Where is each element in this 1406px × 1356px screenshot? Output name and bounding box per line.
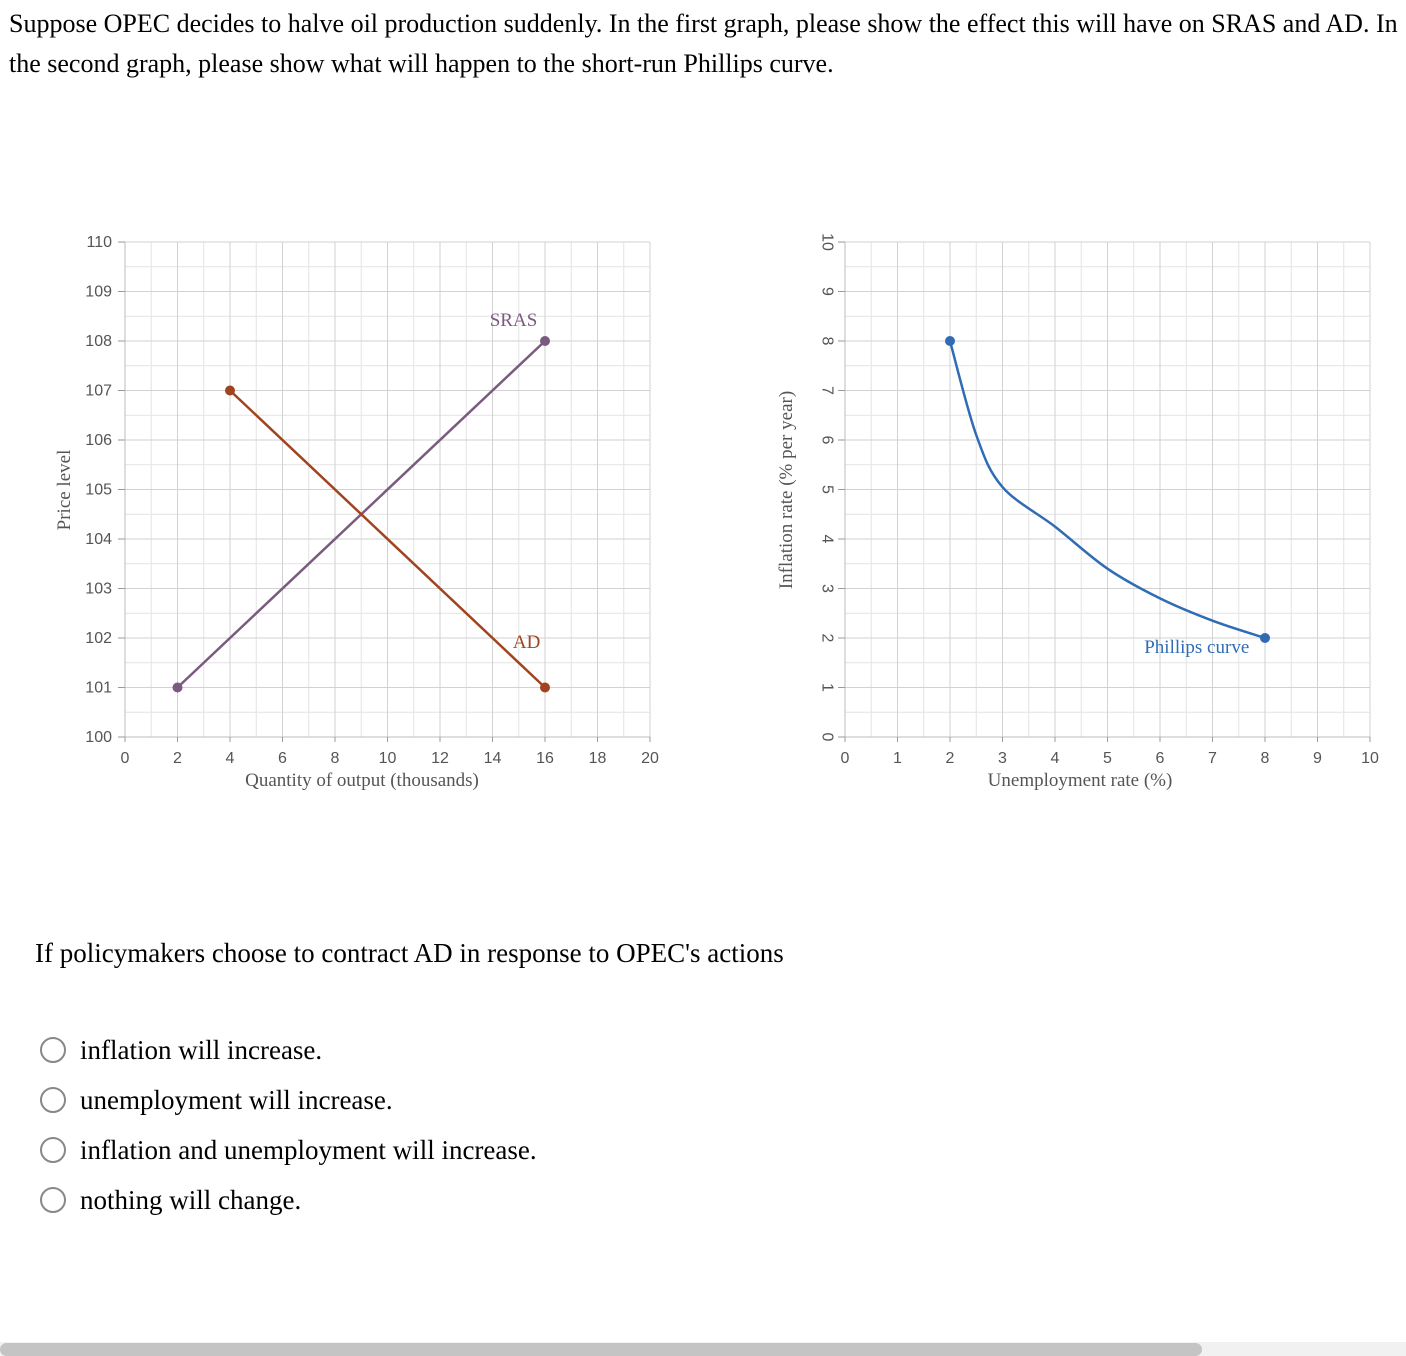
y-tick-label: 107	[85, 383, 112, 400]
option-both-increase[interactable]: inflation and unemployment will increase…	[38, 1125, 537, 1175]
x-tick-label: 6	[278, 750, 287, 767]
y-tick-label: 7	[819, 386, 836, 395]
x-tick-label: 6	[1156, 750, 1165, 767]
curve-handle[interactable]	[172, 682, 183, 693]
radio-button[interactable]	[40, 1137, 66, 1163]
y-tick-label: 102	[85, 630, 112, 647]
y-tick-label: 108	[85, 333, 112, 350]
x-tick-label: 10	[379, 750, 397, 767]
y-tick-label: 3	[819, 584, 836, 593]
curve-line[interactable]	[948, 340, 1266, 640]
y-tick-label: 2	[819, 634, 836, 643]
curve-handle[interactable]	[540, 336, 550, 346]
y-tick-label: 1	[819, 683, 836, 692]
grid	[124, 241, 651, 738]
option-nothing-change[interactable]: nothing will change.	[38, 1175, 537, 1225]
prompt-text: If policymakers choose to contract AD in…	[35, 938, 784, 968]
x-tick-label: 0	[841, 750, 850, 767]
x-tick-label: 8	[1261, 750, 1270, 767]
x-tick-label: 5	[1103, 750, 1112, 767]
grid	[844, 241, 1371, 738]
sras-ad-chart[interactable]: 100 101 102 103 104 105 106 107 108 109 110 0 2 4 6 8 10…	[0, 0, 700, 860]
x-tick-label: 14	[484, 750, 502, 767]
x-tick-label: 0	[121, 750, 130, 767]
series-phillips-curve[interactable]: Phillips curve	[945, 336, 1270, 658]
y-tick-label: 103	[85, 581, 112, 598]
y-tick-label: 100	[85, 729, 112, 746]
y-axis-title: Price level	[54, 450, 75, 531]
x-tick-label: 8	[331, 750, 340, 767]
x-axis-title: Quantity of output (thousands)	[245, 770, 479, 791]
x-tick-label: 2	[946, 750, 955, 767]
curve-label: Phillips curve	[1144, 637, 1249, 658]
series-ad[interactable]: AD	[225, 385, 550, 693]
curve-label: SRAS	[490, 310, 538, 331]
x-tick-label: 4	[1051, 750, 1060, 767]
y-tick-label: 104	[85, 531, 112, 548]
y-tick-label: 6	[819, 436, 836, 445]
x-tick-label: 18	[589, 750, 607, 767]
y-tick-label: 101	[85, 680, 112, 697]
option-label: inflation will increase.	[80, 1034, 323, 1065]
y-tick-label: 4	[819, 535, 836, 544]
curve-handle[interactable]	[540, 682, 550, 693]
y-tick-label: 10	[819, 233, 836, 251]
y-tick-label: 105	[85, 482, 112, 499]
x-tick-label: 1	[893, 750, 902, 767]
option-label: inflation and unemployment will increase…	[80, 1134, 537, 1165]
y-tick-label: 5	[819, 485, 836, 494]
option-unemployment-increase[interactable]: unemployment will increase.	[38, 1075, 537, 1125]
phillips-curve-chart[interactable]: 0 1 2 3 4 5 6 7 8 9 10 0 1 2 3 4 5 6 7 8 9 10 Unemployment rat…	[700, 0, 1406, 860]
option-inflation-increase[interactable]: inflation will increase.	[38, 1025, 537, 1075]
x-tick-label: 2	[173, 750, 182, 767]
option-label: nothing will change.	[80, 1184, 302, 1215]
curve-line[interactable]	[229, 389, 546, 689]
x-tick-label: 10	[1361, 750, 1379, 767]
y-tick-label: 9	[819, 287, 836, 296]
y-tick-label: 8	[819, 337, 836, 346]
radio-button[interactable]	[40, 1037, 66, 1063]
y-tick-label: 0	[819, 733, 836, 742]
x-axis-title: Unemployment rate (%)	[988, 770, 1173, 791]
curve-handle[interactable]	[225, 385, 235, 396]
x-tick-label: 9	[1313, 750, 1322, 767]
x-tick-label: 20	[641, 750, 659, 767]
answer-options: inflation will increase. unemployment wi…	[38, 1025, 537, 1225]
curve-handle[interactable]	[945, 336, 955, 346]
y-tick-label: 106	[85, 432, 112, 449]
radio-button[interactable]	[40, 1087, 66, 1113]
radio-button[interactable]	[40, 1187, 66, 1213]
question-text: Suppose OPEC decides to halve oil produc…	[9, 9, 1398, 78]
x-tick-label: 4	[226, 750, 235, 767]
x-tick-label: 12	[431, 750, 449, 767]
y-tick-label: 109	[85, 284, 112, 301]
curve-handle[interactable]	[1260, 633, 1270, 643]
curve-label: AD	[513, 632, 540, 653]
y-tick-label: 110	[86, 234, 112, 251]
option-label: unemployment will increase.	[80, 1084, 393, 1115]
y-axis-title: Inflation rate (% per year)	[776, 391, 797, 589]
x-tick-label: 16	[536, 750, 554, 767]
x-tick-label: 7	[1208, 750, 1217, 767]
horizontal-scrollbar-thumb[interactable]	[0, 1343, 1202, 1356]
x-tick-label: 3	[998, 750, 1007, 767]
